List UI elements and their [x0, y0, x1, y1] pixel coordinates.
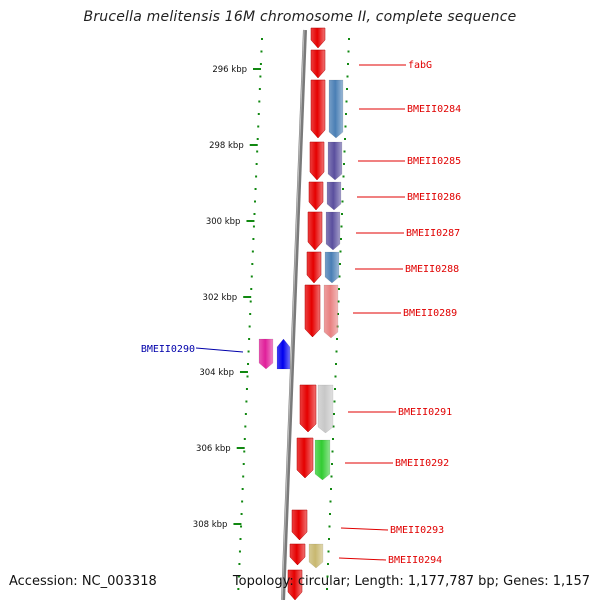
gene-label: BMEII0288 [405, 264, 459, 275]
cds-arrow [289, 543, 306, 566]
gene-block [326, 181, 342, 211]
gene-label: BMEII0293 [390, 525, 444, 536]
gene-label: BMEII0284 [407, 104, 461, 115]
gene-label: BMEII0285 [407, 156, 461, 167]
backbone-highlight [281, 29, 305, 600]
cds-arrow [308, 181, 324, 211]
gene-block [323, 284, 339, 339]
cds-arrow [310, 27, 326, 49]
cds-arrow [310, 49, 326, 79]
cds-arrow [299, 384, 317, 433]
scale-tick-label: 296 kbp [212, 65, 247, 75]
gene-label: fabG [408, 60, 432, 71]
cds-arrow [287, 569, 303, 600]
backbone-line [281, 29, 307, 600]
cds-arrow [310, 79, 326, 139]
gene-block [324, 251, 340, 284]
gene-label: BMEII0290 [141, 344, 195, 355]
gene-block [325, 211, 341, 251]
gene-block [317, 384, 334, 434]
gene-label: BMEII0286 [407, 192, 461, 203]
gene-label: BMEII0291 [398, 407, 452, 418]
gene-block [276, 338, 291, 370]
gene-label: BMEII0294 [388, 555, 442, 566]
gene-label: BMEII0287 [406, 228, 460, 239]
gene-label: BMEII0289 [403, 308, 457, 319]
gene-block [308, 543, 324, 569]
cds-arrow [307, 211, 323, 251]
gene-leader-line [338, 557, 387, 561]
gene-block [314, 439, 331, 481]
scale-tick-label: 298 kbp [209, 141, 244, 151]
cds-arrow [291, 509, 308, 541]
gene-leader-line [195, 347, 244, 353]
accession-text: Accession: NC_003318 [9, 574, 157, 589]
cds-arrow [304, 284, 321, 338]
cds-arrow [296, 437, 314, 479]
scale-tick-label: 308 kbp [193, 520, 228, 530]
gene-block [327, 141, 343, 181]
scale-tick-label: 302 kbp [203, 293, 238, 303]
gene-leader-line [340, 527, 389, 531]
gene-label: BMEII0292 [395, 458, 449, 469]
genome-summary-text: Topology: circular; Length: 1,177,787 bp… [232, 574, 590, 589]
scale-tick-label: 306 kbp [196, 444, 231, 454]
scale-tick-label: 300 kbp [206, 217, 241, 227]
scale-tick-label: 304 kbp [199, 368, 234, 378]
cds-arrow [306, 251, 322, 284]
gene-block [328, 79, 344, 139]
cds-arrow [309, 141, 325, 181]
map-title: Brucella melitensis 16M chromosome II, c… [83, 9, 517, 25]
gene-block [258, 338, 274, 370]
